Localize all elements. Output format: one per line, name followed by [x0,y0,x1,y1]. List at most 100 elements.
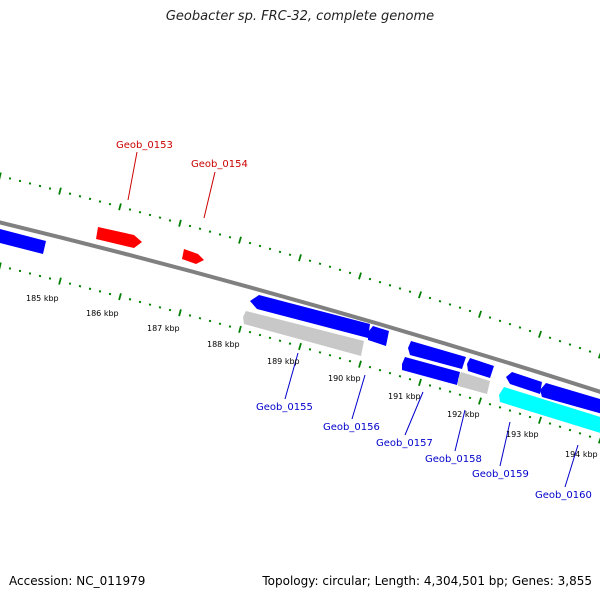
forward-leader-lines [127,151,216,219]
accession-text: Accession: NC_011979 [9,574,146,588]
minor-tick [128,208,132,211]
minor-tick [138,300,142,304]
minor-tick [228,325,232,328]
minor-tick [218,322,222,326]
scale-label: 190 kbp [328,374,361,383]
minor-tick [208,319,212,323]
minor-tick [168,219,172,222]
minor-tick [488,402,492,406]
minor-tick [448,390,452,393]
minor-tick [198,227,202,231]
gene-arrow-geob-0160[interactable] [540,383,600,416]
minor-tick [308,259,312,263]
gene-arrow-geob-0155[interactable] [250,295,370,338]
minor-tick [498,319,502,323]
scale-label: 189 kbp [267,357,300,366]
minor-tick [508,409,512,412]
minor-tick [408,377,412,381]
major-tick [478,397,482,405]
scale-label: 193 kbp [506,430,539,439]
minor-tick [398,374,402,378]
gene-label-geob-0154[interactable]: Geob_0154 [191,159,248,170]
minor-tick [108,292,112,296]
gene-arrow-geob-0157[interactable] [408,341,466,369]
minor-tick [388,284,392,287]
minor-tick [228,235,232,239]
gene-label-geob-0155[interactable]: Geob_0155 [256,402,313,413]
major-tick [0,172,2,180]
minor-tick [338,268,342,272]
major-tick [118,293,122,301]
pseudo-genes [243,311,490,394]
reverse-gene-labels: Geob_0155 Geob_0156 Geob_0157 Geob_0158 … [256,402,592,501]
minor-tick [368,277,372,281]
minor-tick [198,316,202,320]
gene-arrow-geob-0153[interactable] [96,227,142,248]
gene-label-geob-0153[interactable]: Geob_0153 [116,140,173,151]
minor-tick [128,298,132,301]
forward-strand-genes [96,227,204,264]
reverse-leader-lines [284,352,579,488]
minor-tick [378,280,382,284]
gene-label-geob-0156[interactable]: Geob_0156 [323,422,380,433]
map-title: Geobacter sp. FRC-32, complete genome [165,9,435,24]
minor-tick [458,393,462,397]
major-tick [418,291,422,299]
pseudo-gene-2[interactable] [458,372,490,394]
gene-label-geob-0157[interactable]: Geob_0157 [376,438,433,449]
minor-tick [278,339,282,343]
minor-tick [318,262,322,266]
major-tick [238,236,242,244]
major-tick [358,360,362,368]
minor-tick [458,306,462,309]
minor-tick [498,406,502,409]
minor-tick [388,371,392,375]
gene-arrow-geob-0159[interactable] [506,372,542,394]
minor-tick [258,333,262,337]
minor-tick [518,412,522,416]
minor-tick [578,432,582,435]
minor-tick [508,322,512,326]
gene-label-geob-0158[interactable]: Geob_0158 [425,454,482,465]
gene-label-geob-0160[interactable]: Geob_0160 [535,490,592,501]
minor-tick [528,329,532,333]
minor-tick [328,353,332,357]
pseudo-gene-1[interactable] [243,311,364,356]
gene-arrow-geob-0158[interactable] [467,358,494,378]
gene-label-geob-0159[interactable]: Geob_0159 [472,469,529,480]
minor-tick [438,299,442,303]
minor-tick [558,339,562,343]
minor-tick [438,387,442,390]
scale-label: 187 kbp [147,324,180,333]
minor-tick [518,326,522,329]
major-tick [478,310,482,318]
gene-arrow-geob-0156[interactable] [368,326,389,346]
genome-backbone [0,220,600,394]
minor-tick [338,356,342,360]
minor-tick [68,192,72,195]
minor-tick [578,346,582,350]
minor-tick [148,213,152,217]
minor-tick [428,384,432,387]
gene-arrow-geob-0154[interactable] [182,249,204,264]
minor-tick [408,290,412,293]
minor-tick [78,195,82,198]
minor-tick [468,309,472,313]
gene-arrow-left[interactable] [0,229,46,254]
minor-tick [348,359,352,363]
minor-tick [168,308,172,312]
minor-tick [378,368,382,372]
minor-tick [258,244,262,248]
minor-tick [328,265,332,269]
minor-tick [218,233,222,236]
rna-gene[interactable] [499,387,600,436]
genome-summary-text: Topology: circular; Length: 4,304,501 bp… [262,574,592,588]
minor-tick [548,336,552,340]
minor-tick [148,303,152,306]
minor-tick [528,415,532,419]
gene-arrow-geob-0157b[interactable] [402,357,460,385]
major-tick [597,352,600,359]
minor-tick [138,210,142,214]
major-tick [58,187,62,195]
